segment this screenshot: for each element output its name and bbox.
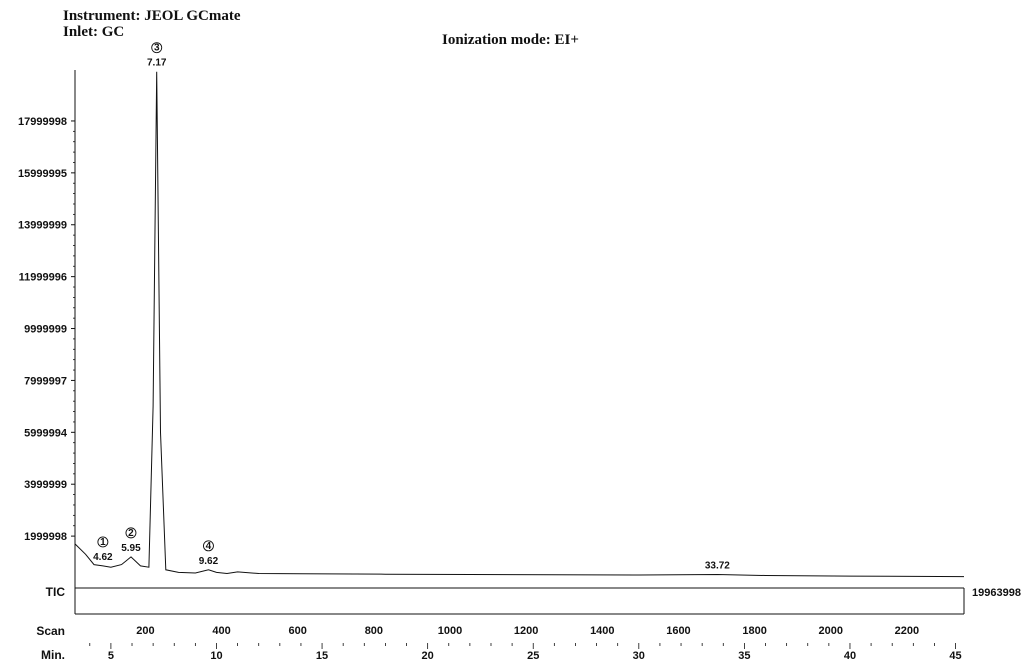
y-tick-label: 7999997	[24, 375, 67, 387]
scan-tick-label: 2200	[895, 625, 919, 637]
instrument-label: Instrument: JEOL GCmate	[63, 8, 241, 24]
scan-tick-label: 200	[136, 625, 154, 637]
y-tick-label: 1999998	[24, 531, 67, 543]
inlet-label: Inlet: GC	[63, 24, 125, 40]
full-scale-label: 19963998	[972, 587, 1021, 599]
peak-number-label: 4	[206, 541, 212, 552]
y-tick-label: 15999995	[18, 168, 67, 180]
peak-number-circle	[97, 536, 109, 548]
minute-tick-label: 10	[210, 650, 222, 662]
minute-tick-label: 25	[527, 650, 539, 662]
scan-tick-label: 400	[212, 625, 230, 637]
y-tick-label: 9999999	[24, 324, 67, 336]
peak-number-circle	[203, 540, 214, 552]
scan-tick-label: 2000	[819, 625, 843, 637]
peak-rt-label: 33.72	[705, 561, 730, 572]
y-tick-label: 3999999	[24, 479, 67, 491]
scan-tick-label: 1800	[742, 625, 766, 637]
minute-tick-label: 30	[633, 650, 645, 662]
y-tick-label: 5999994	[24, 427, 68, 439]
peak-number-label: 3	[154, 43, 160, 54]
y-tick-label: 13999999	[18, 220, 67, 232]
scan-tick-label: 1600	[666, 625, 690, 637]
minute-tick-label: 5	[108, 650, 114, 662]
scan-tick-label: 1000	[438, 625, 462, 637]
peak-number-circle	[125, 527, 137, 539]
peak-number-label: 2	[128, 528, 134, 539]
peak-number-circle	[151, 42, 163, 54]
scan-tick-label: 600	[289, 625, 307, 637]
minute-tick-label: 15	[316, 650, 328, 662]
trace-label: TIC	[46, 585, 66, 599]
scan-tick-label: 1400	[590, 625, 614, 637]
peak-rt-label: 9.62	[199, 556, 219, 567]
tic-trace-line	[74, 71, 965, 578]
minute-tick-label: 20	[422, 650, 434, 662]
minute-tick-label: 35	[738, 650, 750, 662]
ionization-mode-label: Ionization mode: EI+	[442, 32, 579, 48]
scan-tick-label: 800	[365, 625, 383, 637]
peak-rt-label: 7.17	[147, 58, 167, 69]
y-tick-label: 17999998	[18, 116, 67, 128]
scan-axis-label: Scan	[36, 624, 65, 638]
y-tick-label: 11999996	[19, 272, 67, 284]
peak-rt-label: 5.95	[121, 543, 141, 554]
scan-tick-label: 1200	[514, 625, 538, 637]
peak-rt-label: 4.62	[93, 552, 113, 563]
minutes-axis-label: Min.	[41, 648, 65, 662]
minute-tick-label: 40	[844, 650, 856, 662]
minute-tick-label: 45	[949, 650, 961, 662]
peak-number-label: 1	[100, 537, 106, 548]
